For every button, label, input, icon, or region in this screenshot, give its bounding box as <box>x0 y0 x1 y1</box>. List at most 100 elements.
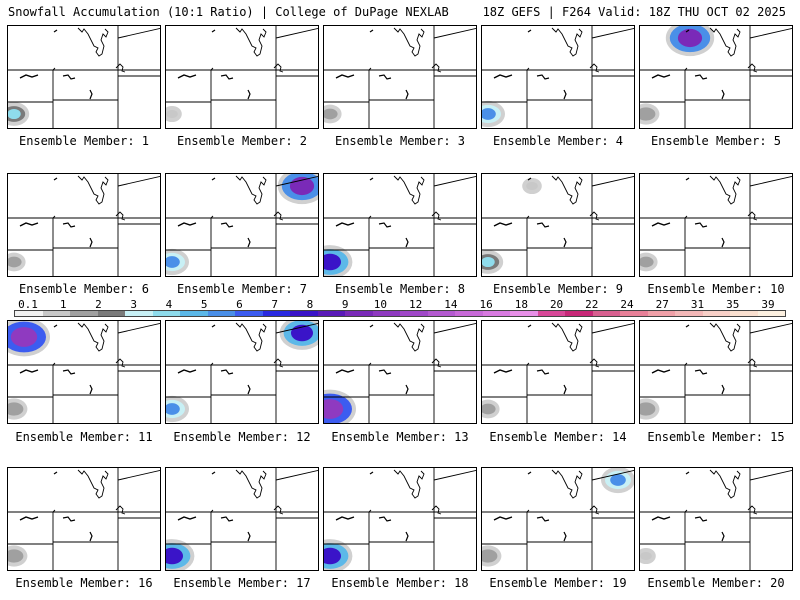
member-map <box>640 468 792 570</box>
ensemble-member-label: Ensemble Member: 8 <box>334 282 466 296</box>
colorbar-tick-label: 2 <box>95 298 102 311</box>
member-map <box>324 468 476 570</box>
member-map <box>482 321 634 423</box>
member-map <box>166 468 318 570</box>
colorbar-tick-label: 4 <box>165 298 173 311</box>
ensemble-panel <box>481 320 635 424</box>
colorbar-segment <box>152 311 180 316</box>
ensemble-panel <box>481 173 635 277</box>
snow-medium-blob <box>324 108 338 120</box>
ensemble-member-label: Ensemble Member: 9 <box>492 282 624 296</box>
colorbar-segment <box>455 311 483 316</box>
ensemble-panel <box>639 320 793 424</box>
ensemble-panel <box>7 173 161 277</box>
colorbar-segment <box>565 311 593 316</box>
ensemble-member-label: Ensemble Member: 16 <box>15 576 153 590</box>
colorbar-segment <box>125 311 153 316</box>
colorbar-segment <box>97 311 125 316</box>
colorbar-tick-label: 0.1 <box>18 298 38 311</box>
ensemble-member-label: Ensemble Member: 14 <box>489 430 627 444</box>
colorbar-tick-label: 7 <box>271 298 278 311</box>
member-map <box>324 174 476 276</box>
colorbar-segment <box>207 311 235 316</box>
colorbar-labels: 0.1 1 2 3 4 5 6 7 8 9 10 12 14 16 18 20 22 24 27 31 35 39 <box>14 298 786 311</box>
snow-heavy-blob <box>166 403 180 415</box>
member-map <box>640 321 792 423</box>
ensemble-member-label: Ensemble Member: 11 <box>15 430 153 444</box>
colorbar-segment <box>702 311 730 316</box>
colorbar-segment <box>180 311 208 316</box>
ensemble-panel <box>323 173 477 277</box>
member-map <box>8 468 160 570</box>
run-info: 18Z GEFS | F264 Valid: 18Z THU OCT 02 20… <box>482 5 786 19</box>
ensemble-member-label: Ensemble Member: 2 <box>176 134 308 148</box>
snow-heavy-blob <box>10 327 38 347</box>
snow-medium-blob <box>640 107 656 121</box>
colorbar-tick-label: 22 <box>585 298 599 311</box>
ensemble-member-label: Ensemble Member: 5 <box>650 134 782 148</box>
colorbar <box>14 310 786 317</box>
member-map <box>324 26 476 128</box>
colorbar-segment <box>400 311 428 316</box>
member-map <box>482 26 634 128</box>
ensemble-panel <box>165 173 319 277</box>
colorbar-tick-label: 27 <box>655 298 669 311</box>
ensemble-panel <box>639 173 793 277</box>
colorbar-tick-label: 18 <box>514 298 528 311</box>
snow-medium-blob <box>640 256 654 268</box>
colorbar-segment <box>235 311 263 316</box>
colorbar-tick-label: 12 <box>408 298 423 311</box>
colorbar-tick-label: 9 <box>341 298 349 311</box>
snow-heavy-blob <box>324 399 344 419</box>
ensemble-member-label: Ensemble Member: 19 <box>489 576 627 590</box>
member-map <box>482 174 634 276</box>
ensemble-panel <box>7 320 161 424</box>
ensemble-member-label: Ensemble Member: 17 <box>173 576 311 590</box>
colorbar-tick-label: 31 <box>690 298 705 311</box>
snow-heavy-blob <box>324 253 342 271</box>
ensemble-panel <box>165 320 319 424</box>
colorbar-tick-label: 14 <box>444 298 458 311</box>
snow-heavy-blob <box>610 474 626 486</box>
colorbar-tick-label: 35 <box>726 298 740 311</box>
ensemble-member-label: Ensemble Member: 13 <box>331 430 469 444</box>
colorbar-segment <box>290 311 318 316</box>
colorbar-segment <box>345 311 373 316</box>
member-map <box>324 321 476 423</box>
ensemble-member-label: Ensemble Member: 20 <box>647 576 785 590</box>
snow-medium-blob <box>166 109 178 119</box>
member-map <box>8 174 160 276</box>
ensemble-member-label: Ensemble Member: 12 <box>173 430 311 444</box>
colorbar-segment <box>42 311 70 316</box>
ensemble-panel <box>323 25 477 129</box>
colorbar-tick-label: 1 <box>59 298 67 311</box>
chart-title: Snowfall Accumulation (10:1 Ratio) | Col… <box>8 5 449 19</box>
snow-medium-blob <box>482 549 498 563</box>
ensemble-member-label: Ensemble Member: 6 <box>18 282 150 296</box>
ensemble-member-label: Ensemble Member: 10 <box>647 282 785 296</box>
colorbar-segment <box>482 311 510 316</box>
colorbar-segment <box>15 311 43 316</box>
colorbar-tick-label: 5 <box>200 298 208 311</box>
colorbar-segment <box>620 311 648 316</box>
colorbar-segment <box>675 311 703 316</box>
snow-heavy-blob <box>166 256 180 268</box>
ensemble-panel <box>165 467 319 571</box>
snow-medium-blob <box>8 402 24 416</box>
snow-heavy-blob <box>677 28 703 48</box>
ensemble-member-label: Ensemble Member: 15 <box>647 430 785 444</box>
ensemble-panel <box>323 320 477 424</box>
ensemble-panel <box>481 467 635 571</box>
colorbar-tick-label: 3 <box>130 298 138 311</box>
colorbar-tick-label: 39 <box>761 298 775 311</box>
ensemble-panel <box>481 25 635 129</box>
colorbar-tick-label: 20 <box>549 298 564 311</box>
colorbar-tick-label: 16 <box>479 298 493 311</box>
snow-heavy-blob <box>482 256 495 268</box>
colorbar-segment <box>537 311 565 316</box>
snow-medium-blob <box>640 551 652 561</box>
ensemble-member-label: Ensemble Member: 3 <box>334 134 466 148</box>
colorbar-tick-label: 24 <box>620 298 634 311</box>
member-map <box>8 26 160 128</box>
snow-medium-blob <box>526 181 538 191</box>
